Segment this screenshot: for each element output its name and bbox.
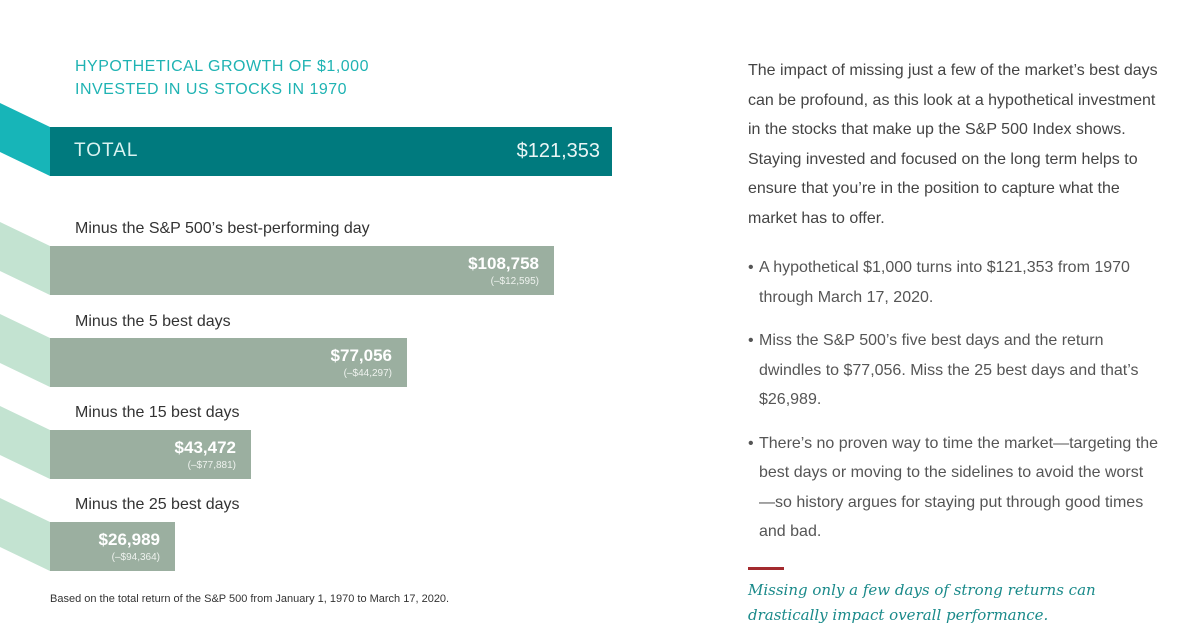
bullet-item-3: • There’s no proven way to time the marke… [748, 429, 1158, 547]
bullet-item-2: • Miss the S&P 500’s five best days and t… [748, 326, 1158, 415]
bullet-dot: • [748, 259, 754, 276]
bar-3: $43,472 (–$77,881) [50, 430, 251, 479]
bullet-text-2: Miss the S&P 500’s five best days and th… [759, 332, 1139, 408]
ribbon-3 [0, 406, 50, 479]
bullet-dot: • [748, 332, 754, 349]
bullet-list: • A hypothetical $1,000 turns into $121,3… [748, 253, 1158, 561]
bar-2-value: $77,056 [330, 346, 392, 365]
chart-footnote: Based on the total return of the S&P 500… [50, 593, 450, 605]
ribbon-2 [0, 314, 50, 387]
bar-2: $77,056 (–$44,297) [50, 338, 407, 387]
intro-paragraph: The impact of missing just a few of the … [748, 62, 1158, 227]
bar-ribbons [0, 103, 50, 571]
bar-3-difference: (–$77,881) [187, 460, 236, 471]
bullet-text-1: A hypothetical $1,000 turns into $121,35… [759, 259, 1130, 306]
bullet-dot: • [748, 434, 754, 452]
bar-4-difference: (–$94,364) [111, 552, 160, 563]
chart-title-line-1: HYPOTHETICAL GROWTH OF $1,000 [75, 58, 369, 75]
chart-title-line-2: INVESTED IN US STOCKS IN 1970 [75, 81, 348, 98]
bar-2-difference: (–$44,297) [343, 368, 392, 379]
bar-1-value: $108,758 [468, 254, 539, 273]
total-bar: TOTAL $121,353 [50, 127, 612, 176]
ribbon-1 [0, 222, 50, 295]
row-label-3: Minus the 15 best days [75, 404, 240, 421]
bullet-item-1: • A hypothetical $1,000 turns into $121,3… [748, 253, 1158, 312]
bar-1-difference: (–$12,595) [490, 276, 539, 287]
total-label: TOTAL [74, 140, 139, 161]
bar-4-value: $26,989 [98, 530, 160, 549]
total-value: $121,353 [516, 140, 600, 162]
pull-quote: Missing only a few days of strong return… [748, 581, 1096, 624]
row-label-1: Minus the S&P 500’s best-performing day [75, 220, 370, 237]
accent-rule [748, 567, 784, 570]
bullet-text-3: There’s no proven way to time the market… [759, 434, 1159, 541]
bar-1: $108,758 (–$12,595) [50, 246, 554, 295]
row-label-4: Minus the 25 best days [75, 496, 240, 513]
ribbon-4 [0, 498, 50, 571]
row-label-2: Minus the 5 best days [75, 313, 231, 330]
bar-3-value: $43,472 [174, 438, 236, 457]
bar-4: $26,989 (–$94,364) [50, 522, 175, 571]
total-ribbon [0, 103, 50, 176]
chart-title: HYPOTHETICAL GROWTH OF $1,000 INVESTED I… [75, 55, 369, 101]
